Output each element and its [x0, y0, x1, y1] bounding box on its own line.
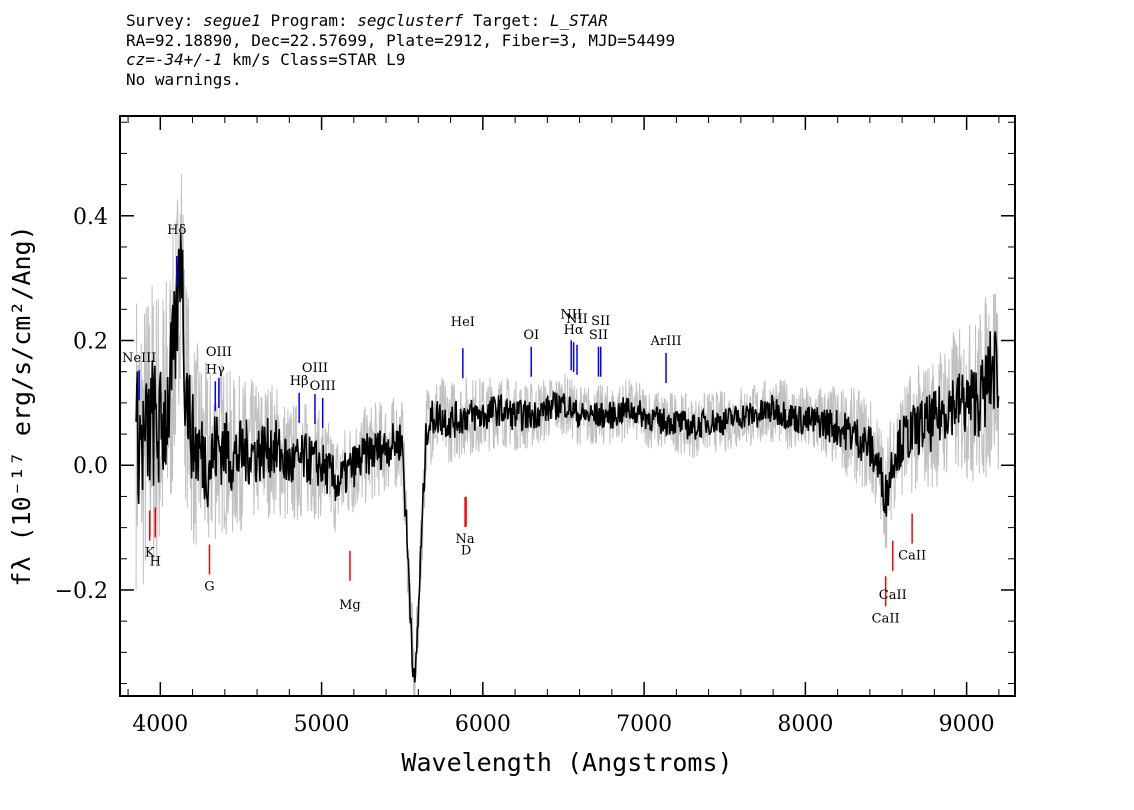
error-spectrum-line — [135, 173, 1000, 696]
cz-value: =-34+/-1 — [145, 50, 223, 69]
cz-label: cz — [126, 50, 146, 69]
emission-line-label: OIII — [206, 345, 232, 360]
flux-layer — [135, 232, 1000, 683]
emission-line-label: Hδ — [167, 223, 186, 238]
emission-line-label: Hβ — [290, 374, 309, 389]
absorption-line-label: CaII — [872, 611, 900, 626]
error-band-layer — [135, 173, 1000, 696]
absorption-line-label: CaII — [898, 549, 926, 564]
header-line-coordinates: RA=92.18890, Dec=22.57699, Plate=2912, F… — [126, 30, 676, 50]
y-tick-label: −0.2 — [55, 579, 108, 604]
emission-line-label: NII — [560, 307, 582, 322]
target-label: Target: — [472, 11, 541, 30]
absorption-line-label: H — [150, 554, 161, 569]
y-tick-label: 0.0 — [73, 454, 108, 479]
absorption-line-label: D — [461, 544, 471, 559]
absorption-line-label: Na — [456, 532, 475, 547]
y-tick-label: 0.4 — [73, 205, 108, 230]
spectral-lines-layer: NeIIIHδHγOIIIHβOIIIOIIIHeIOINIIHαNIISIIS… — [122, 223, 926, 626]
emission-line-label: SII — [589, 328, 608, 343]
x-axis-label: Wavelength (Angstroms) — [401, 748, 732, 777]
header-line-target: Survey: segue1 Program: segclusterf Targ… — [126, 11, 675, 31]
absorption-line-label: Mg — [339, 598, 361, 613]
x-tick-label: 5000 — [294, 712, 350, 737]
x-tick-label: 9000 — [939, 712, 995, 737]
header-line-warnings: No warnings. — [126, 69, 242, 89]
axis-ticks-layer: 4000 5000 6000 7000 8000 9000 −0.2 0.0 0.2 0.4 — [55, 116, 1015, 737]
x-tick-label: 4000 — [132, 712, 188, 737]
x-tick-label: 7000 — [616, 712, 672, 737]
survey-label: Survey: — [126, 11, 194, 30]
emission-line-label: NeIII — [122, 351, 156, 366]
emission-line-label: NII — [566, 312, 588, 327]
emission-line-label: Hα — [564, 323, 584, 338]
spectrum-header: Survey: segue1 Program: segclusterf Targ… — [126, 11, 675, 89]
x-tick-label: 8000 — [777, 712, 833, 737]
survey-value: segue1 — [203, 11, 261, 30]
x-tick-label: 6000 — [455, 712, 511, 737]
absorption-line-label: G — [204, 579, 214, 594]
absorption-line-label: CaII — [879, 588, 907, 603]
cz-unit-class: km/s Class=STAR L9 — [231, 50, 406, 69]
emission-line-label: OIII — [310, 379, 336, 394]
emission-line-label: Hγ — [206, 362, 225, 377]
emission-line-label: SII — [591, 314, 610, 329]
header-line-redshift: cz=-34+/-1 km/s Class=STAR L9 — [126, 50, 675, 70]
program-value: segclusterf — [357, 11, 464, 30]
emission-line-label: ArIII — [650, 334, 682, 349]
absorption-line-label: K — [145, 546, 155, 561]
y-tick-label: 0.2 — [73, 330, 108, 355]
program-label: Program: — [270, 11, 348, 30]
emission-line-label: OIII — [302, 361, 328, 376]
target-value: L_STAR — [549, 11, 608, 30]
flux-spectrum-line — [135, 232, 1000, 683]
y-axis-label: fλ (10⁻¹⁷ erg/s/cm²/Ang) — [7, 225, 36, 586]
emission-line-label: OI — [523, 328, 539, 343]
plot-frame — [119, 115, 1016, 697]
emission-line-label: HeI — [451, 315, 475, 330]
